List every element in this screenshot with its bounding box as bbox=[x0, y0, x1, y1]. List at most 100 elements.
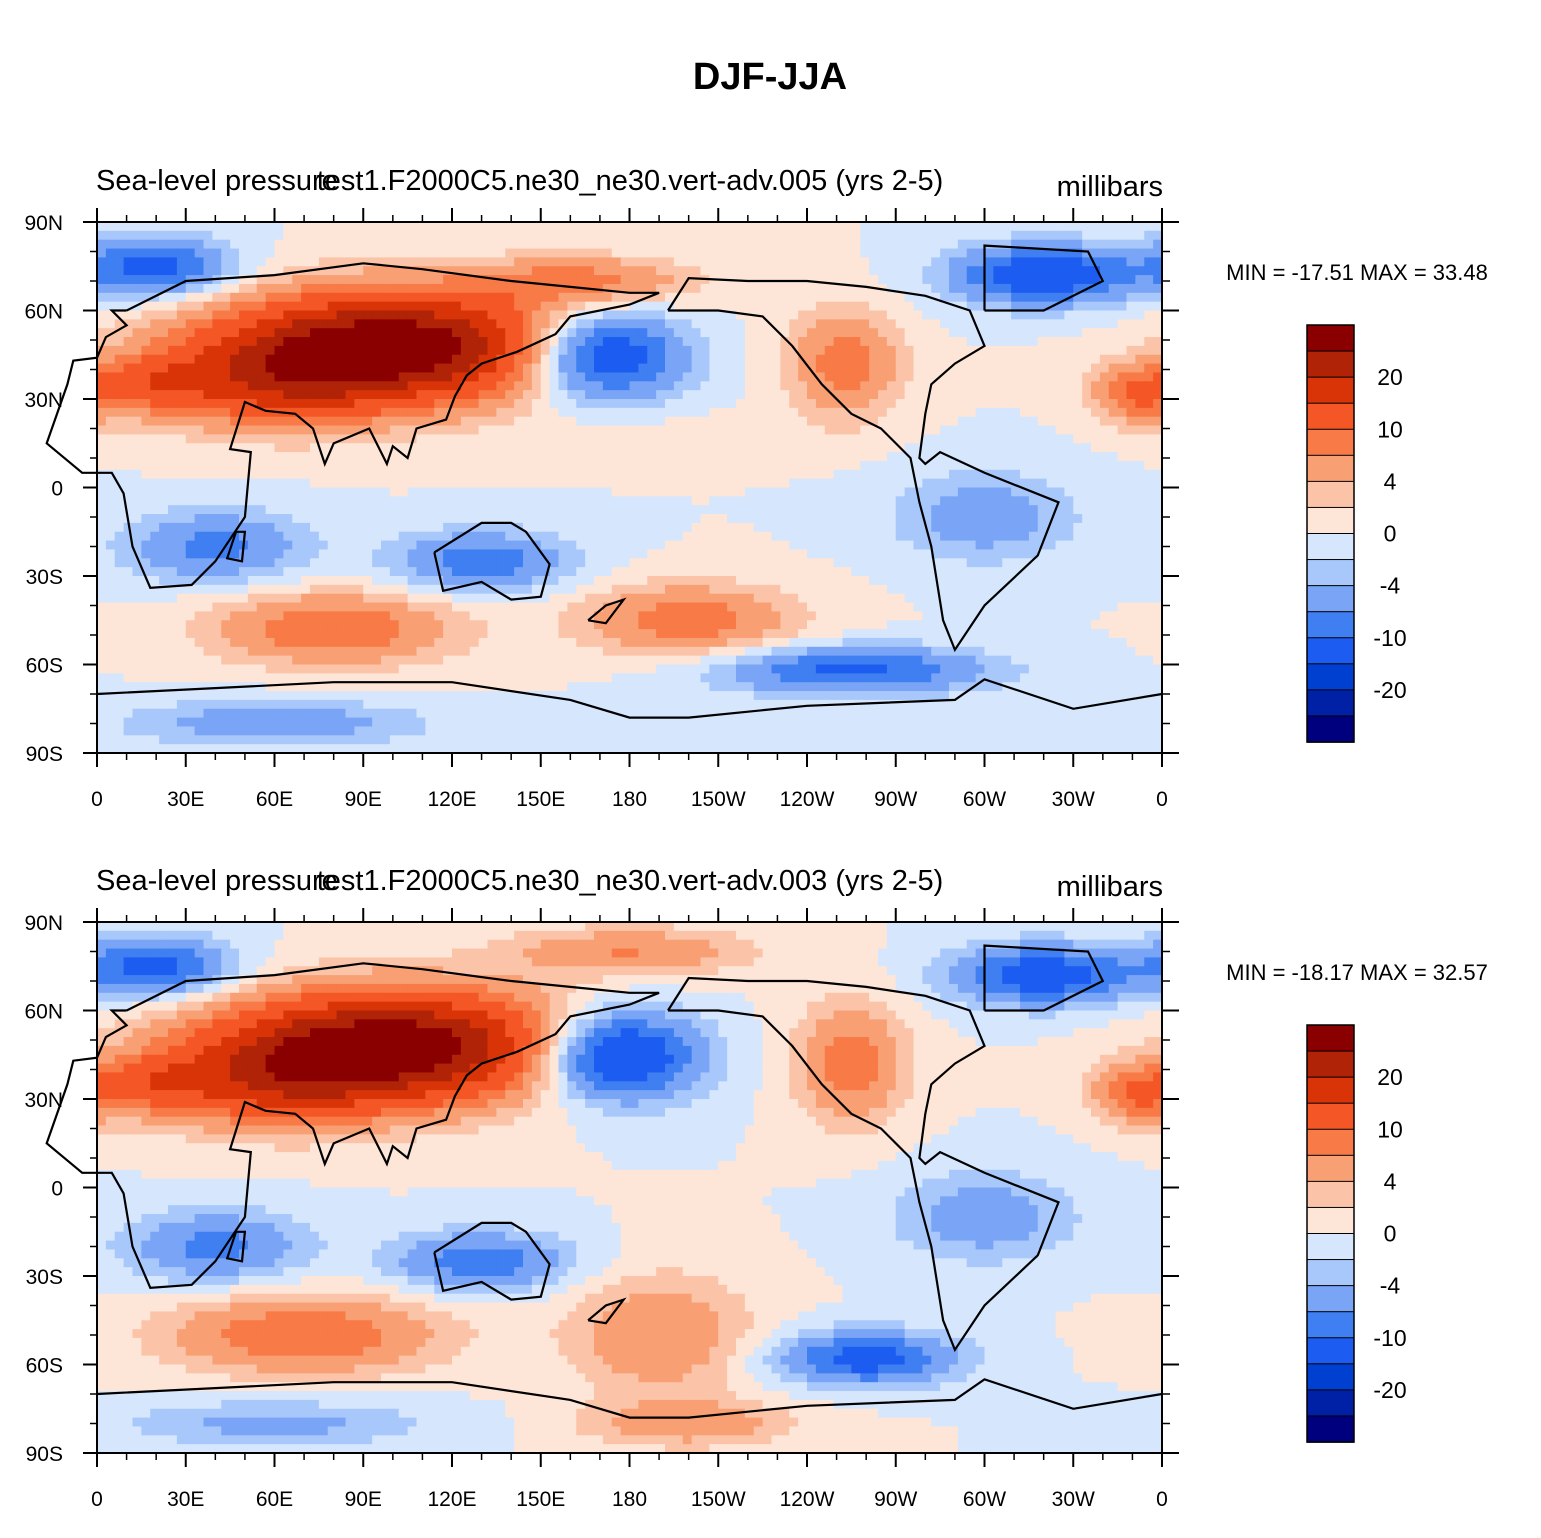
field-cell bbox=[327, 354, 338, 365]
field-cell bbox=[957, 283, 968, 294]
field-cell bbox=[540, 257, 551, 267]
field-cell bbox=[1020, 496, 1030, 506]
field-cell bbox=[1082, 319, 1092, 329]
field-cell bbox=[602, 558, 613, 568]
field-cell bbox=[1126, 416, 1136, 427]
field-cell bbox=[647, 390, 657, 400]
field-cell bbox=[851, 567, 861, 577]
field-cell bbox=[212, 363, 222, 374]
field-cell bbox=[922, 549, 932, 559]
field-cell bbox=[443, 275, 453, 285]
field-cell bbox=[1011, 363, 1021, 374]
field-cell bbox=[1011, 460, 1021, 471]
field-cell bbox=[416, 478, 426, 489]
field-cell bbox=[487, 222, 497, 232]
field-cell bbox=[97, 301, 107, 312]
field-cell bbox=[700, 584, 710, 595]
field-cell bbox=[798, 292, 808, 303]
field-cell bbox=[372, 292, 382, 303]
field-cell bbox=[327, 248, 338, 258]
field-cell bbox=[230, 522, 240, 533]
field-cell bbox=[1011, 372, 1021, 382]
field-cell bbox=[345, 222, 355, 232]
field-cell bbox=[815, 381, 826, 391]
field-cell bbox=[895, 452, 906, 462]
field-cell bbox=[931, 407, 941, 418]
field-cell bbox=[611, 381, 622, 391]
field-cell bbox=[807, 222, 817, 232]
field-cell bbox=[416, 434, 426, 444]
field-cell bbox=[540, 372, 551, 382]
field-cell bbox=[798, 275, 808, 285]
field-cell bbox=[736, 443, 746, 453]
field-cell bbox=[274, 549, 284, 559]
field-cell bbox=[594, 478, 604, 489]
field-cell bbox=[780, 522, 790, 533]
field-cell bbox=[523, 558, 533, 568]
field-cell bbox=[567, 416, 577, 427]
field-cell bbox=[922, 319, 932, 329]
field-cell bbox=[230, 576, 240, 586]
field-cell bbox=[576, 425, 586, 435]
field-cell bbox=[842, 372, 852, 382]
field-cell bbox=[1153, 292, 1163, 303]
field-cell bbox=[895, 381, 906, 391]
field-cell bbox=[1126, 248, 1136, 258]
field-cell bbox=[611, 496, 622, 506]
field-cell bbox=[221, 522, 231, 533]
field-cell bbox=[1153, 301, 1163, 312]
field-cell bbox=[727, 390, 737, 400]
field-cell bbox=[709, 363, 719, 374]
field-cell bbox=[718, 257, 728, 267]
field-cell bbox=[957, 443, 968, 453]
field-cell bbox=[558, 567, 568, 577]
field-cell bbox=[682, 522, 693, 533]
field-cell bbox=[549, 558, 560, 568]
field-cell bbox=[1055, 443, 1065, 453]
field-cell bbox=[673, 266, 684, 276]
field-cell bbox=[460, 549, 471, 559]
field-cell bbox=[283, 584, 293, 595]
field-cell bbox=[895, 487, 906, 497]
field-cell bbox=[1144, 434, 1154, 444]
field-cell bbox=[381, 416, 391, 427]
field-cell bbox=[247, 292, 258, 303]
field-cell bbox=[398, 337, 409, 347]
field-cell bbox=[611, 514, 622, 524]
field-cell bbox=[957, 522, 968, 533]
field-cell bbox=[97, 478, 107, 489]
field-cell bbox=[975, 514, 986, 524]
field-cell bbox=[957, 390, 968, 400]
field-cell bbox=[540, 239, 551, 250]
field-cell bbox=[913, 434, 923, 444]
field-cell bbox=[1064, 239, 1074, 250]
field-cell bbox=[1082, 558, 1092, 568]
field-cell bbox=[345, 363, 355, 374]
field-cell bbox=[1046, 354, 1057, 365]
field-cell bbox=[1091, 275, 1101, 285]
field-cell bbox=[452, 469, 462, 480]
field-cell bbox=[168, 558, 178, 568]
field-cell bbox=[789, 328, 799, 338]
field-cell bbox=[372, 390, 382, 400]
field-cell bbox=[1055, 496, 1065, 506]
field-cell bbox=[913, 363, 923, 374]
field-cell bbox=[1046, 328, 1057, 338]
field-cell bbox=[514, 443, 524, 453]
field-cell bbox=[1028, 354, 1039, 365]
field-cell bbox=[611, 505, 622, 515]
field-cell bbox=[842, 522, 852, 533]
field-cell bbox=[185, 540, 196, 551]
field-cell bbox=[647, 514, 657, 524]
field-cell bbox=[736, 248, 746, 258]
field-cell bbox=[310, 584, 320, 595]
field-cell bbox=[886, 505, 897, 515]
field-cell bbox=[168, 540, 178, 551]
field-cell bbox=[354, 248, 364, 258]
field-cell bbox=[256, 399, 267, 409]
field-cell bbox=[1002, 567, 1012, 577]
field-cell bbox=[860, 354, 870, 365]
field-cell bbox=[673, 222, 684, 232]
field-cell bbox=[1117, 345, 1128, 356]
field-cell bbox=[443, 328, 453, 338]
